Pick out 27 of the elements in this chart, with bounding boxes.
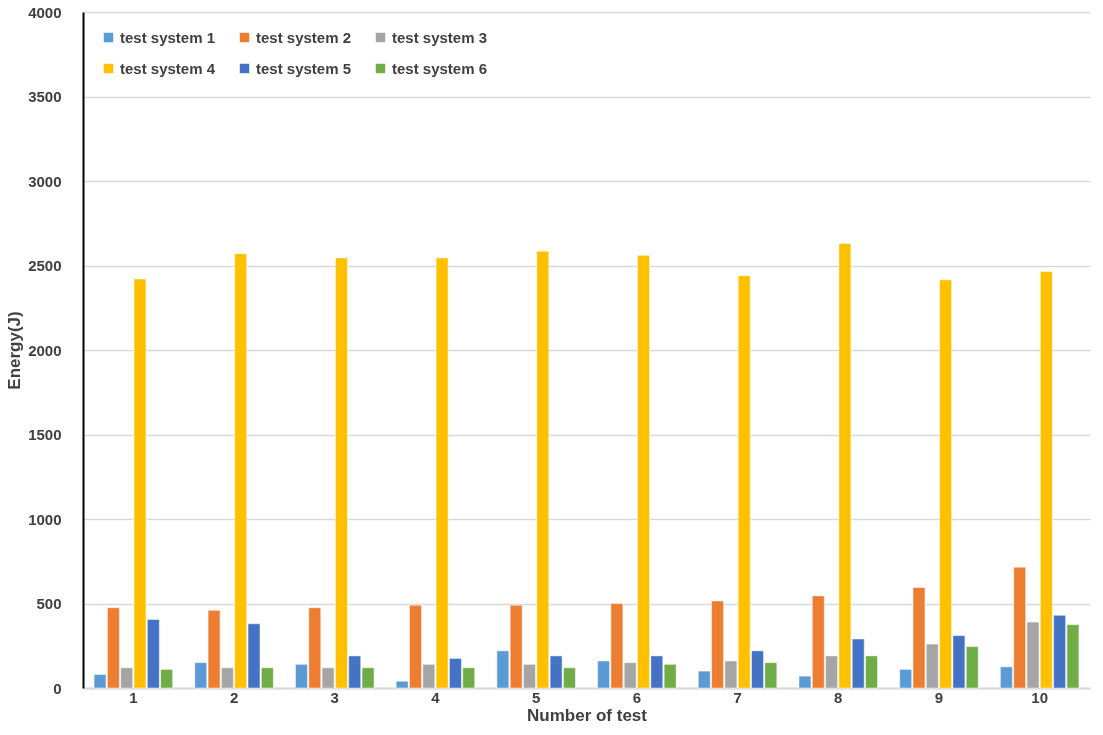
x-axis-title: Number of test (527, 705, 648, 725)
legend-label: test system 2 (256, 28, 352, 46)
x-tick-label: 8 (834, 688, 843, 706)
y-tick-label: 3000 (28, 172, 62, 190)
x-tick-label: 7 (733, 688, 742, 706)
y-tick-label: 2500 (28, 257, 62, 274)
x-tick-label: 6 (632, 688, 642, 706)
y-axis-title: Energy(J) (5, 311, 25, 390)
y-tick-label: 0 (53, 679, 62, 697)
legend-label: test system 4 (120, 59, 216, 77)
legend-label: test system 5 (256, 59, 352, 77)
y-tick-label: 500 (36, 595, 62, 612)
y-tick-label: 3500 (28, 88, 62, 105)
y-tick-label: 1000 (28, 510, 62, 528)
x-tick-label: 10 (1031, 688, 1048, 706)
x-tick-label: 3 (330, 688, 339, 706)
x-tick-label: 1 (129, 688, 138, 706)
x-tick-label: 9 (934, 688, 944, 706)
x-tick-label: 2 (229, 688, 239, 706)
x-tick-label: 4 (431, 688, 441, 706)
y-tick-label: 4000 (28, 3, 62, 21)
legend-label: test system 1 (120, 28, 216, 46)
legend-label: test system 6 (392, 59, 488, 77)
legend-label: test system 3 (392, 28, 488, 46)
y-tick-label: 1500 (28, 426, 62, 443)
x-tick-label: 5 (531, 688, 541, 706)
y-tick-label: 2000 (28, 341, 62, 359)
